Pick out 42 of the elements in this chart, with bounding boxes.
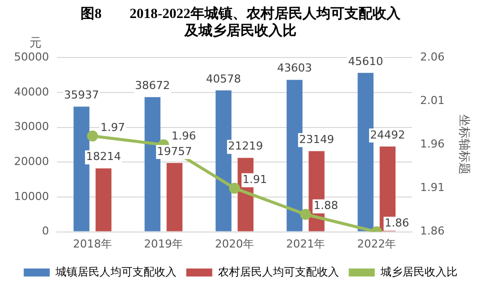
data-label: 38672 <box>135 78 170 92</box>
point <box>300 208 312 220</box>
x-tick-label: 2020年 <box>215 237 254 250</box>
point <box>229 182 240 194</box>
y-tick-label: 30000 <box>14 120 49 134</box>
point <box>87 130 98 142</box>
x-tick-label: 2022年 <box>357 237 396 250</box>
legend-label: 城乡居民收入比 <box>379 265 458 278</box>
data-label: 1.96 <box>172 130 196 143</box>
y-tick-label: 50000 <box>14 50 49 64</box>
data-label: 1.97 <box>100 120 125 134</box>
y-tick-label: 10000 <box>14 190 49 203</box>
y2-tick-label: 1.91 <box>420 181 445 194</box>
y2-tick-label: 2.06 <box>420 50 445 64</box>
data-label: 1.86 <box>384 216 410 230</box>
x-tick-label: 2021年 <box>286 237 326 250</box>
legend-label: 农村居民人均可支配收入 <box>218 265 339 278</box>
data-label: 43603 <box>277 62 312 75</box>
data-label: 24492 <box>370 128 406 142</box>
bar <box>166 162 182 232</box>
legend-label: 城镇居民人均可支配收入 <box>54 265 176 278</box>
bar <box>96 168 112 232</box>
y2-tick-label: 1.86 <box>420 224 445 238</box>
y-tick-label: 20000 <box>14 154 49 168</box>
y2-tick-label: 2.01 <box>420 94 445 108</box>
data-label: 18214 <box>86 150 122 164</box>
data-label: 19757 <box>157 144 192 158</box>
data-label: 35937 <box>64 88 99 102</box>
y2-axis-title: 坐标轴标题 <box>458 114 472 175</box>
y2-tick-label: 1.96 <box>420 138 445 151</box>
x-tick-label: 2019年 <box>144 237 184 250</box>
data-label: 40578 <box>206 72 242 86</box>
data-label: 1.88 <box>314 199 338 212</box>
x-tick-label: 2018年 <box>73 237 112 250</box>
data-label: 45610 <box>348 54 384 68</box>
chart-title: 图8 2018-2022年城镇、农村居民人均可支配收入及城乡居民收入比 <box>80 6 402 39</box>
y-tick-label: 0 <box>42 224 49 238</box>
data-label: 1.91 <box>242 173 268 186</box>
data-label: 21219 <box>228 140 264 153</box>
y-tick-label: 40000 <box>14 85 49 98</box>
data-label: 23149 <box>299 133 334 146</box>
y-axis-title: 元 <box>29 36 42 50</box>
